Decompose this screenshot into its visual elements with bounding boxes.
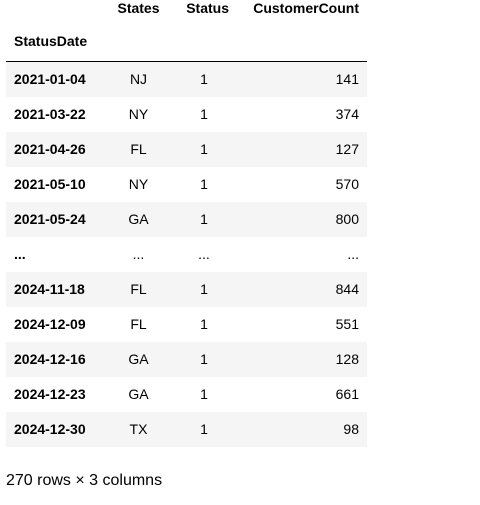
row-index-cell: 2021-05-24 <box>14 211 86 227</box>
states-cell: FL <box>130 141 147 157</box>
status-cell: 1 <box>200 421 208 437</box>
customercount-cell: 141 <box>335 71 359 88</box>
states-cell: GA <box>128 211 149 227</box>
status-cell: 1 <box>200 71 208 88</box>
table-row: 2024-12-23 GA 1 661 <box>6 377 367 412</box>
states-cell: ... <box>132 246 145 262</box>
column-header-row: States Status CustomerCount <box>6 0 367 20</box>
states-cell: TX <box>129 421 148 437</box>
customercount-cell: 98 <box>343 421 359 437</box>
row-index-cell: 2021-05-10 <box>14 176 86 192</box>
column-header-status: Status <box>186 0 229 16</box>
index-corner-cell <box>6 0 106 20</box>
table-body: 2021-01-04 NJ 1 141 2021-03-22 NY 1 374 2021-04-… <box>6 61 367 447</box>
customercount-cell: 844 <box>335 281 359 297</box>
table-header: States Status CustomerCount StatusDate <box>6 0 367 62</box>
dataframe-table: States Status CustomerCount StatusDate 2… <box>6 0 367 447</box>
table-row: 2021-03-22 NY 1 374 <box>6 97 367 132</box>
customercount-cell: 374 <box>335 106 359 122</box>
customercount-cell: ... <box>347 246 359 262</box>
states-cell: GA <box>128 386 149 402</box>
index-name-filler <box>237 20 367 62</box>
status-cell: 1 <box>200 211 208 227</box>
states-cell: GA <box>128 351 149 367</box>
table-row: 2024-12-09 FL 1 551 <box>6 307 367 342</box>
column-header-states: States <box>117 0 160 16</box>
index-name-filler <box>106 20 171 62</box>
table-row: 2021-04-26 FL 1 127 <box>6 131 367 167</box>
customercount-cell: 800 <box>335 211 359 227</box>
customercount-cell: 127 <box>335 141 359 157</box>
customercount-cell: 570 <box>335 176 359 192</box>
index-name-filler <box>171 20 237 62</box>
status-cell: 1 <box>200 316 208 332</box>
states-cell: NJ <box>129 71 148 88</box>
states-cell: FL <box>130 316 147 332</box>
customercount-cell: 128 <box>335 351 359 367</box>
status-cell: 1 <box>200 176 208 192</box>
row-index-cell: 2024-12-23 <box>14 386 86 402</box>
row-index-cell: 2021-01-04 <box>14 71 86 88</box>
table-row: 2021-05-10 NY 1 570 <box>6 167 367 202</box>
table-row: 2024-11-18 FL 1 844 <box>6 271 367 307</box>
status-cell: ... <box>198 246 210 262</box>
row-index-cell: 2024-12-16 <box>14 351 86 367</box>
states-cell: FL <box>130 281 147 297</box>
table-row: 2021-01-04 NJ 1 141 <box>6 61 367 97</box>
customercount-cell: 661 <box>335 386 359 402</box>
table-row: 2024-12-16 GA 1 128 <box>6 341 367 377</box>
table-row: ............ <box>6 237 367 272</box>
row-index-cell: 2021-04-26 <box>14 141 86 157</box>
status-cell: 1 <box>200 281 208 297</box>
dataframe-shape-summary: 270 rows × 3 columns <box>6 472 163 489</box>
row-index-cell: 2024-11-18 <box>14 281 85 297</box>
row-index-cell: 2021-03-22 <box>14 106 86 122</box>
status-cell: 1 <box>200 386 208 402</box>
table-row: 2021-05-24 GA 1 800 <box>6 201 367 237</box>
status-cell: 1 <box>200 351 208 367</box>
index-name-row: StatusDate <box>6 20 367 62</box>
states-cell: NY <box>128 106 149 122</box>
row-index-cell: 2024-12-09 <box>14 316 86 332</box>
states-cell: NY <box>128 176 149 192</box>
status-cell: 1 <box>200 141 208 157</box>
status-cell: 1 <box>200 106 208 122</box>
row-index-cell: 2024-12-30 <box>14 421 86 437</box>
table-row: 2024-12-30 TX 1 98 <box>6 411 367 447</box>
index-name: StatusDate <box>6 20 106 62</box>
row-index-cell: ... <box>14 246 26 262</box>
customercount-cell: 551 <box>335 316 359 332</box>
column-header-customercount: CustomerCount <box>253 0 359 16</box>
